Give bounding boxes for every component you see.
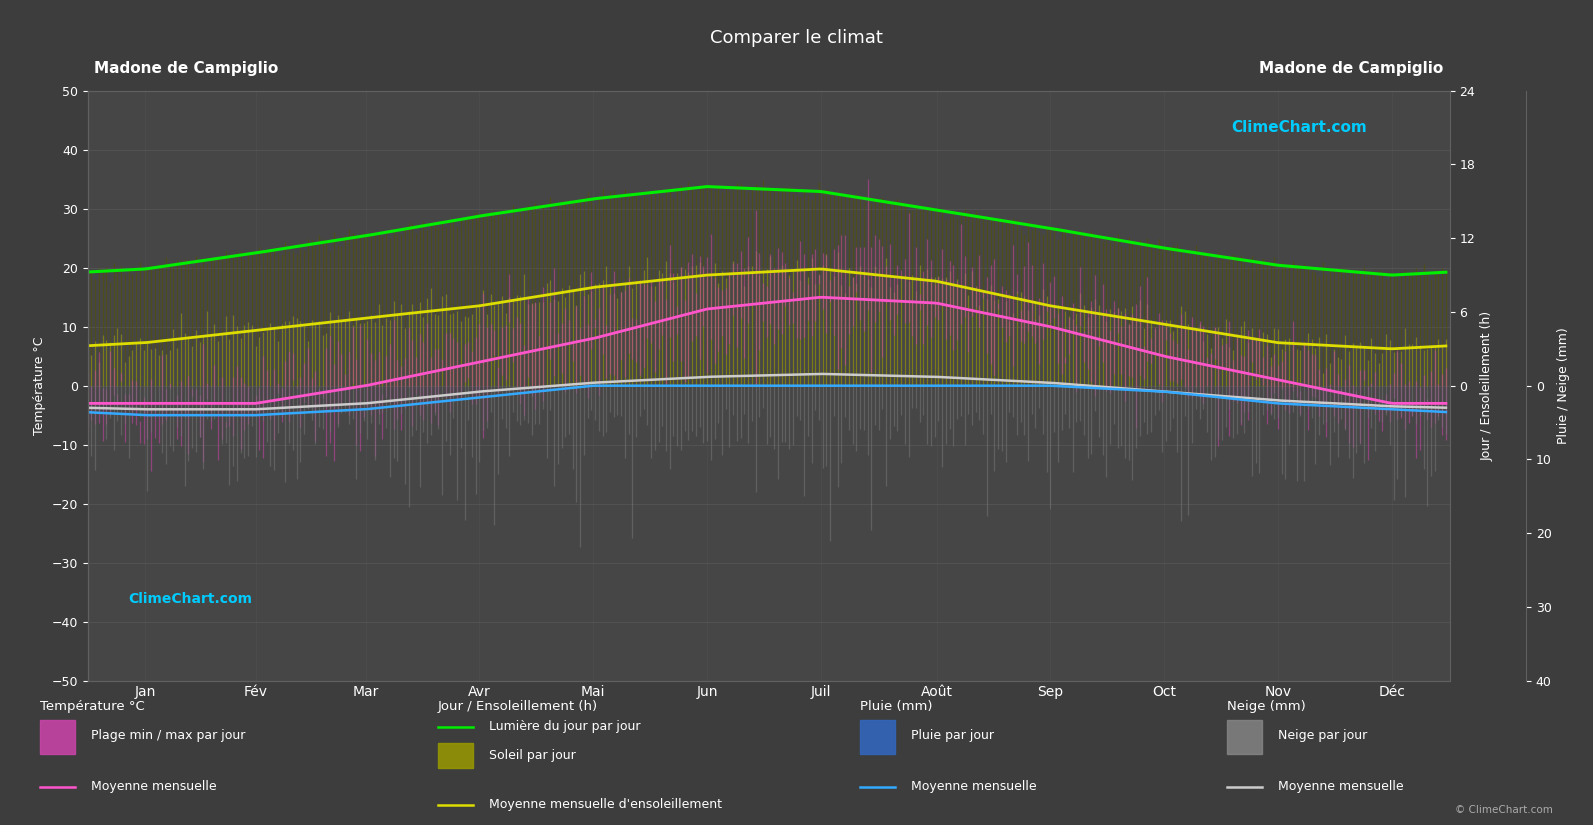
Bar (438, 743, 473, 768)
Text: Moyenne mensuelle d'ensoleillement: Moyenne mensuelle d'ensoleillement (489, 798, 722, 811)
Text: Neige (mm): Neige (mm) (1227, 700, 1305, 713)
Text: Pluie par jour: Pluie par jour (911, 729, 994, 742)
Y-axis label: Température °C: Température °C (33, 337, 46, 435)
Text: Lumière du jour par jour: Lumière du jour par jour (489, 720, 640, 733)
Text: Température °C: Température °C (40, 700, 145, 713)
Text: Soleil par jour: Soleil par jour (489, 749, 575, 762)
Text: Moyenne mensuelle: Moyenne mensuelle (1278, 780, 1403, 794)
Text: © ClimeChart.com: © ClimeChart.com (1456, 805, 1553, 815)
Text: Pluie (mm): Pluie (mm) (860, 700, 933, 713)
Text: Plage min / max par jour: Plage min / max par jour (91, 729, 245, 742)
Y-axis label: Pluie / Neige (mm): Pluie / Neige (mm) (1558, 328, 1571, 444)
Bar (40, 720, 75, 754)
Bar (1227, 720, 1262, 754)
Bar (860, 720, 895, 754)
Text: Moyenne mensuelle: Moyenne mensuelle (911, 780, 1037, 794)
Text: ClimeChart.com: ClimeChart.com (1231, 120, 1367, 135)
Text: Madone de Campiglio: Madone de Campiglio (1258, 61, 1443, 76)
Text: Moyenne mensuelle: Moyenne mensuelle (91, 780, 217, 794)
Text: Jour / Ensoleillement (h): Jour / Ensoleillement (h) (438, 700, 599, 713)
Y-axis label: Jour / Ensoleillement (h): Jour / Ensoleillement (h) (1481, 311, 1494, 460)
Text: Madone de Campiglio: Madone de Campiglio (94, 61, 279, 76)
Text: Neige par jour: Neige par jour (1278, 729, 1367, 742)
Text: ClimeChart.com: ClimeChart.com (129, 592, 252, 606)
Text: Comparer le climat: Comparer le climat (710, 29, 883, 47)
